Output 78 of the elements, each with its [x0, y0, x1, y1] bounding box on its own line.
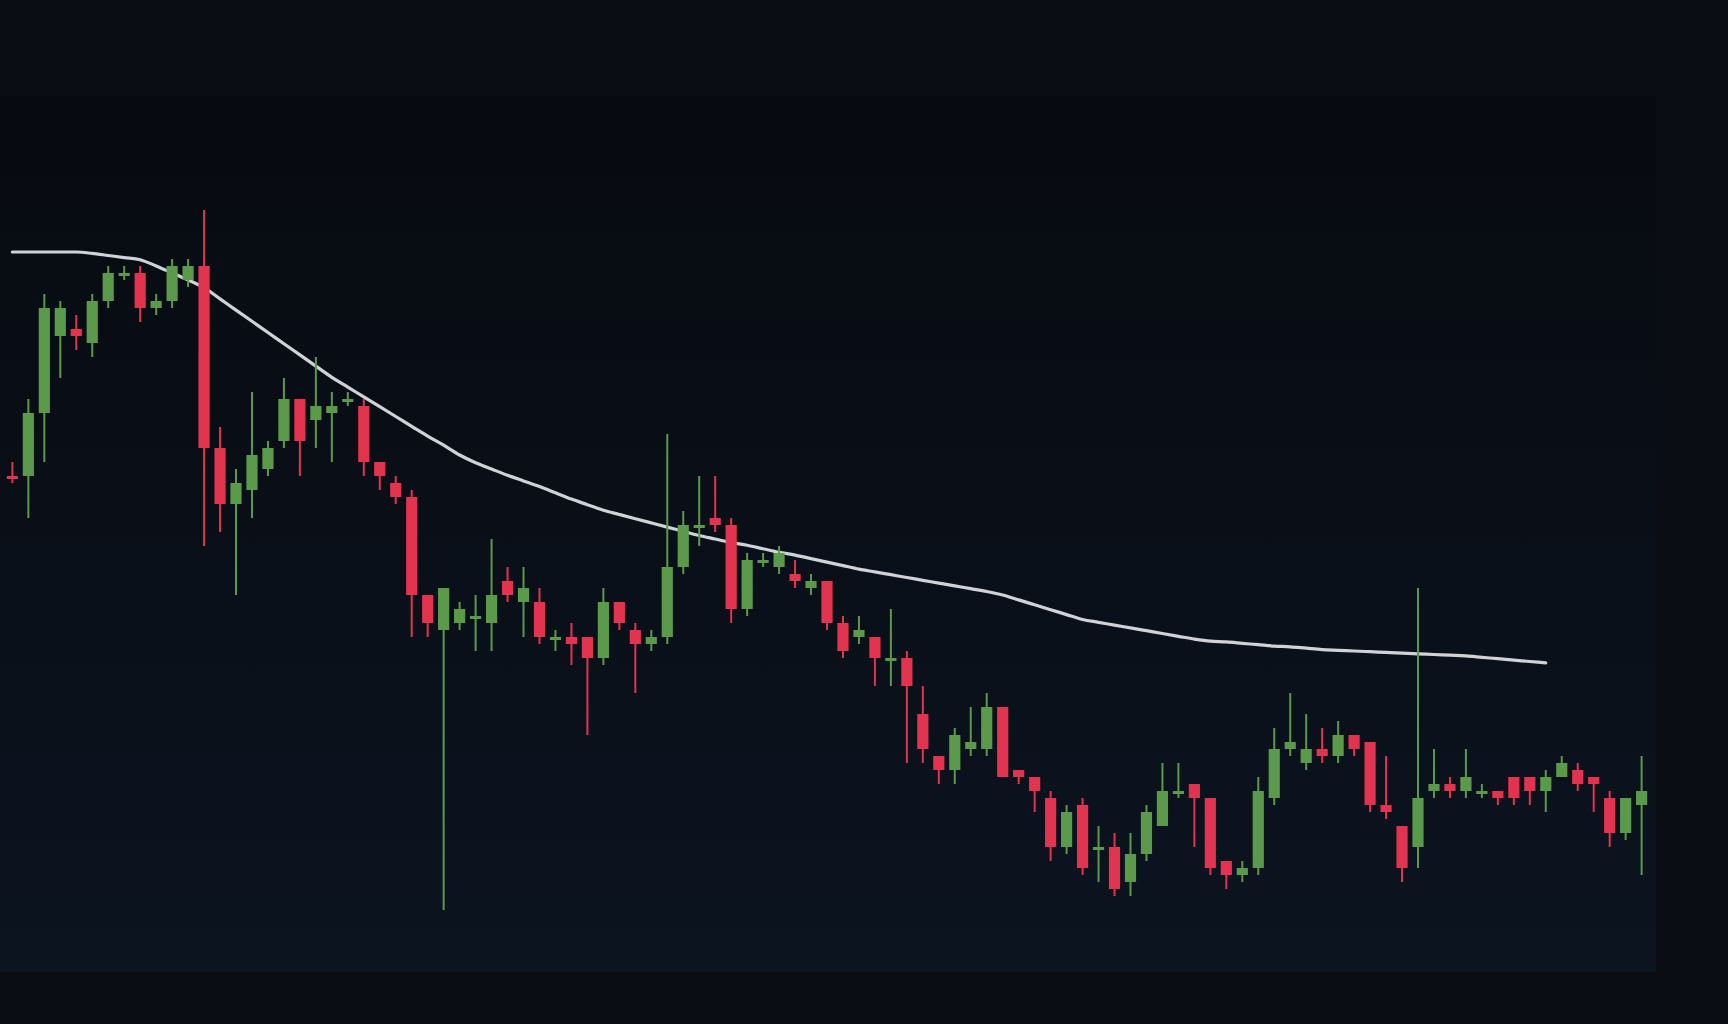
- candlestick: [422, 594, 434, 638]
- candlestick: [1460, 748, 1472, 799]
- candlestick: [533, 587, 546, 645]
- candlestick: [246, 391, 258, 519]
- candlestick: [166, 258, 178, 309]
- candlestick: [805, 573, 817, 596]
- candlestick: [549, 629, 562, 652]
- candlestick: [1140, 804, 1153, 862]
- candlestick: [693, 475, 705, 547]
- candlestick: [1572, 762, 1584, 792]
- candlestick: [869, 636, 881, 687]
- candlestick: [326, 391, 338, 463]
- candlestick: [677, 510, 689, 575]
- candlestick: [54, 300, 66, 379]
- candlestick: [1284, 692, 1296, 757]
- candlestick: [965, 706, 977, 757]
- candlestick: [613, 601, 625, 631]
- candlestick: [1524, 776, 1536, 806]
- candlestick: [837, 615, 849, 659]
- candlestick: [1300, 713, 1312, 771]
- candlestick: [709, 475, 721, 533]
- candlestick: [294, 398, 306, 477]
- candlestick: [517, 566, 530, 638]
- candlestick: [901, 650, 913, 764]
- candlestick: [1604, 790, 1616, 848]
- candlestick: [438, 587, 450, 911]
- candlestick: [102, 265, 114, 309]
- candlestick: [1172, 762, 1184, 799]
- candlestick: [1029, 776, 1041, 813]
- candlestick: [1092, 825, 1105, 883]
- candlestick: [485, 538, 498, 652]
- candlestick: [1380, 755, 1392, 820]
- candlestick: [645, 629, 657, 652]
- candlestick: [6, 461, 18, 484]
- candlestick: [773, 545, 785, 575]
- candlestick: [310, 356, 322, 449]
- candlestick: [1636, 755, 1648, 876]
- candlestick: [501, 566, 514, 603]
- candlestick: [1588, 776, 1600, 813]
- candlestick: [581, 636, 593, 736]
- candlestick: [134, 265, 146, 323]
- candlestick: [981, 692, 993, 757]
- candlestick: [565, 622, 578, 666]
- candlestick: [150, 293, 162, 316]
- candlestick: [390, 475, 402, 505]
- candlestick: [1428, 748, 1440, 799]
- candlestick: [374, 461, 386, 491]
- candlestick: [789, 559, 801, 589]
- candlestick: [629, 622, 641, 694]
- candlestick: [1540, 769, 1552, 813]
- candlestick: [1061, 804, 1073, 855]
- candlestick: [1188, 783, 1200, 848]
- candlestick: [1348, 734, 1360, 757]
- candlestick: [1220, 860, 1232, 890]
- candlestick: [949, 727, 961, 785]
- candlestick: [1124, 832, 1137, 897]
- candlestick: [1332, 720, 1344, 764]
- candlestick: [1316, 727, 1328, 764]
- candlestick: [1620, 797, 1632, 841]
- candlestick: [885, 608, 897, 687]
- candlestick: [262, 440, 274, 477]
- candlestick: [821, 580, 833, 631]
- candlestick: [1508, 776, 1520, 806]
- candlestick: [1156, 762, 1169, 827]
- candlestick: [1236, 860, 1248, 883]
- candlestick: [1396, 825, 1408, 883]
- candlestick: [1108, 832, 1121, 897]
- candlestick: [917, 685, 929, 764]
- candlestick: [470, 594, 482, 652]
- candlestick: [454, 601, 466, 631]
- candlestick: [853, 615, 865, 645]
- candlestick: [86, 293, 98, 358]
- candlestick: [278, 377, 290, 449]
- candlestick: [70, 314, 82, 351]
- candlestick: [933, 755, 945, 785]
- candlestick: [182, 258, 194, 288]
- candlestick: [230, 468, 242, 596]
- candlestick: [1444, 776, 1456, 799]
